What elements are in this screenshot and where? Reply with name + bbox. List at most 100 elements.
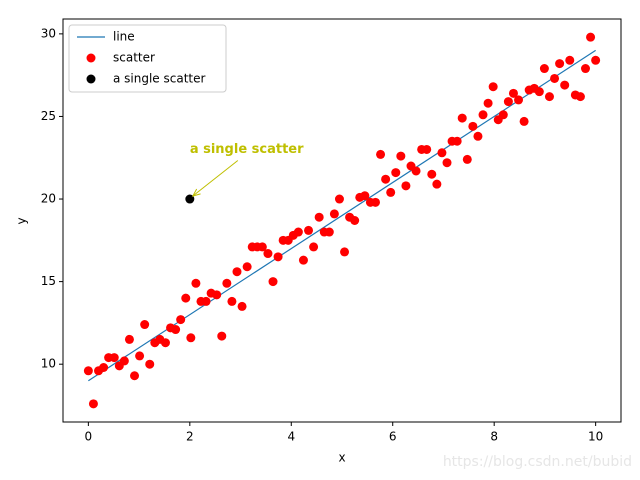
scatter-point [478, 110, 488, 120]
legend-swatch [86, 53, 96, 63]
scatter-point [381, 174, 391, 184]
scatter-point [514, 95, 524, 105]
x-tick-label: 0 [85, 430, 93, 444]
scatter-point [370, 197, 380, 207]
legend-frame [68, 24, 227, 93]
scatter-point [386, 187, 396, 197]
scatter-point [273, 252, 283, 262]
y-axis-label: y [15, 217, 29, 224]
scatter-point [109, 353, 119, 363]
scatter-point [145, 359, 155, 369]
scatter-point [124, 334, 134, 344]
scatter-point [498, 110, 508, 120]
scatter-point [222, 278, 232, 288]
scatter-point [232, 267, 242, 277]
scatter-point [503, 97, 513, 107]
scatter-point [88, 399, 98, 409]
scatter-point [437, 148, 447, 158]
legend-label: a single scatter [113, 72, 206, 86]
legend-label: line [113, 30, 135, 44]
scatter-point [227, 296, 237, 306]
scatter-point [422, 144, 432, 154]
scatter-point [135, 351, 145, 361]
scatter-point [427, 169, 437, 179]
annotation-arrowhead [191, 188, 201, 197]
scatter-point [298, 255, 308, 265]
scatter-point [181, 293, 191, 303]
scatter-point [268, 277, 278, 287]
scatter-point [483, 98, 493, 108]
scatter-point [539, 64, 549, 74]
scatter-point [329, 209, 339, 219]
x-tick-label: 10 [588, 430, 603, 444]
scatter-point [396, 151, 406, 161]
scatter-point [185, 194, 195, 204]
x-tick-label: 2 [186, 430, 194, 444]
x-tick-label: 6 [389, 430, 397, 444]
y-tick-label: 15 [41, 274, 56, 288]
scatter-point [171, 325, 181, 335]
y-tick-label: 20 [41, 192, 56, 206]
scatter-point [462, 154, 472, 164]
scatter-point [457, 113, 467, 123]
scatter-point [468, 121, 478, 131]
scatter-point [452, 136, 462, 146]
scatter-point [508, 88, 518, 98]
scatter-point [140, 320, 150, 330]
scatter-point [591, 55, 601, 65]
scatter-point [309, 242, 319, 252]
scatter-point [257, 242, 267, 252]
annotation-arrow [192, 160, 239, 197]
scatter-point [550, 73, 560, 83]
y-tick-label: 10 [41, 357, 56, 371]
scatter-point [575, 92, 585, 102]
scatter-point [304, 225, 314, 235]
scatter-point [242, 262, 252, 272]
scatter-point [391, 168, 401, 178]
scatter-point [586, 32, 596, 42]
scatter-point [580, 64, 590, 74]
scatter-point [376, 149, 386, 159]
x-tick-label: 4 [287, 430, 295, 444]
x-axis-label: x [338, 451, 345, 465]
scatter-point [83, 366, 93, 376]
annotation-text: a single scatter [190, 142, 304, 157]
scatter-point [544, 92, 554, 102]
y-tick-label: 30 [41, 26, 56, 40]
watermark: https://blog.csdn.net/bubid [443, 454, 632, 470]
scatter-point [411, 166, 421, 176]
scatter-point [334, 194, 344, 204]
scatter-point [560, 80, 570, 90]
scatter-point [237, 301, 247, 311]
scatter-point [432, 179, 442, 189]
legend-label: scatter [113, 51, 155, 65]
scatter-point [555, 59, 565, 69]
scatter-point [217, 331, 227, 341]
scatter-point [212, 290, 222, 300]
scatter-point [119, 356, 129, 366]
y-tick-label: 25 [41, 109, 56, 123]
scatter-point [340, 247, 350, 257]
scatter-point [360, 191, 370, 201]
scatter-point [160, 338, 170, 348]
scatter-point [201, 296, 211, 306]
scatter-point [442, 158, 452, 168]
scatter-point [263, 249, 273, 259]
scatter-point [324, 227, 334, 237]
scatter-point [99, 362, 109, 372]
scatter-point [191, 278, 201, 288]
axes-frame [62, 18, 622, 423]
scatter-point [176, 315, 186, 325]
scatter-point [519, 116, 529, 126]
x-tick-label: 8 [490, 430, 498, 444]
scatter-point [488, 82, 498, 92]
scatter-point [350, 216, 360, 225]
scatter-point [534, 87, 544, 97]
scatter-point [186, 333, 196, 343]
scatter-point [314, 212, 324, 222]
scatter-point [293, 227, 303, 237]
scatter-point [130, 371, 140, 381]
scatter-point [473, 131, 483, 141]
scatter-point [401, 181, 411, 191]
